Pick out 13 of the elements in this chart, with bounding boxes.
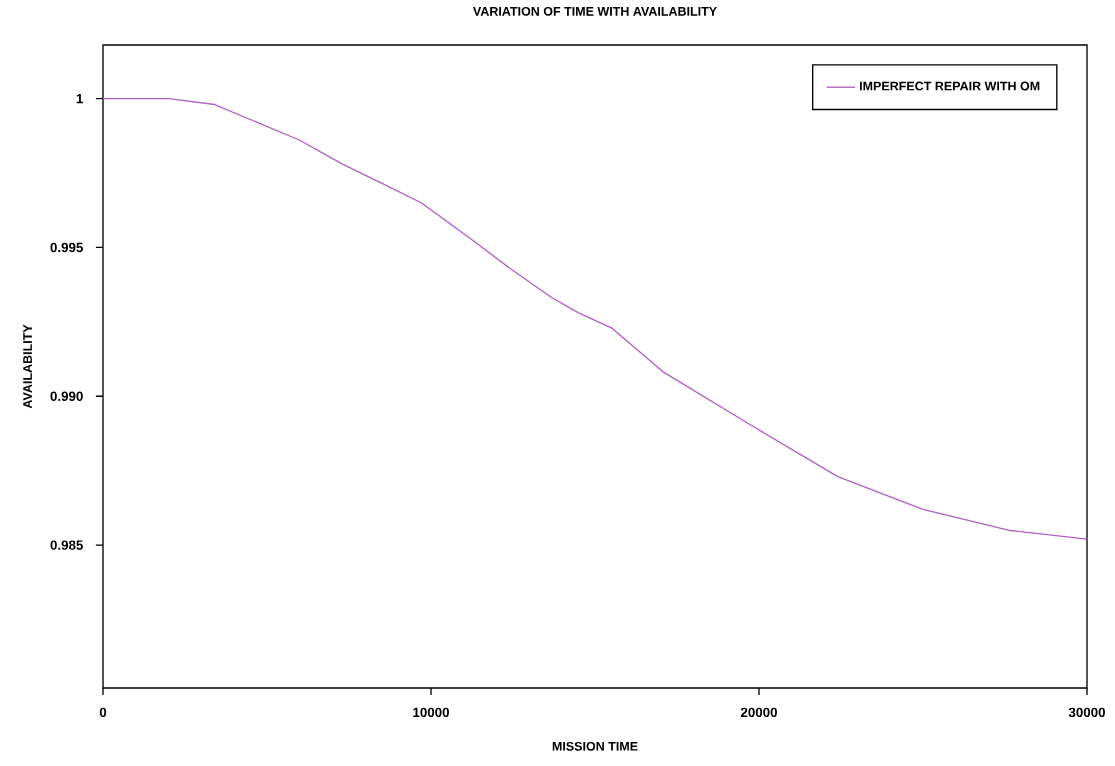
- chart-title: VARIATION OF TIME WITH AVAILABILITY: [472, 6, 717, 16]
- y-tick-label: 1: [76, 93, 83, 104]
- x-tick-label: 10000: [413, 707, 449, 718]
- x-tick-label: 30000: [1068, 707, 1105, 718]
- x-axis-title: MISSION TIME: [552, 741, 638, 751]
- legend-label: IMPERFECT REPAIR WITH OM: [859, 81, 1040, 91]
- y-tick-label: 0.995: [50, 242, 83, 253]
- y-tick-label: 0.985: [50, 540, 83, 550]
- x-tick-label: 0: [99, 707, 107, 718]
- x-tick-label: 20000: [740, 707, 777, 718]
- line-series: [103, 97, 1087, 540]
- y-axis-title: AVAILABILITY: [23, 324, 32, 409]
- y-tick-label: 0.990: [50, 391, 83, 401]
